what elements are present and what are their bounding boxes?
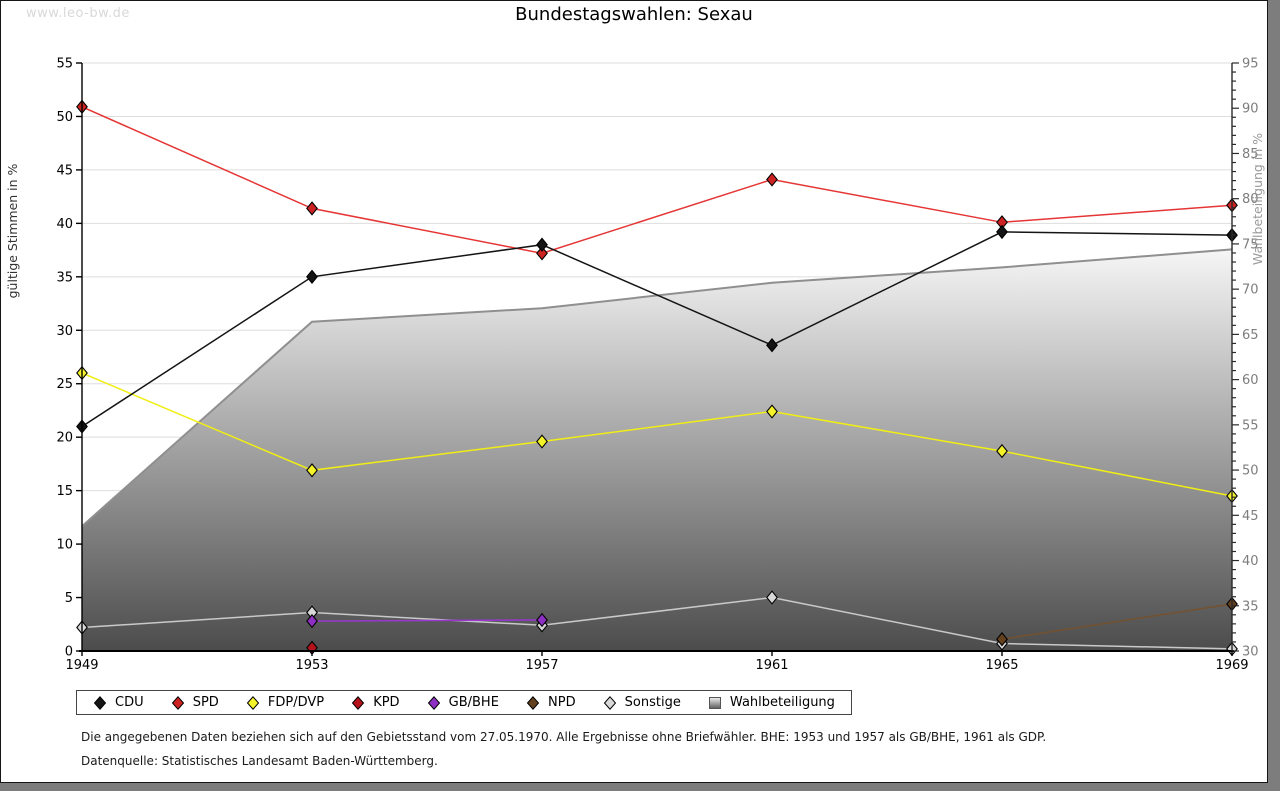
right-tick-label: 50 [1242, 464, 1259, 479]
footnote-gebietsstand: Die angegebenen Daten beziehen sich auf … [81, 730, 1047, 744]
legend-marker-npd-icon [526, 695, 540, 710]
data-point-gb-bhe [536, 612, 548, 628]
legend-marker-gb-bhe-icon [427, 695, 440, 710]
left-axis-title: gültige Stimmen in % [5, 163, 20, 298]
right-tick-label: 65 [1242, 328, 1259, 343]
axes: 0 5 10 15 20 25 30 35 40 45 50 55 30 35 40 45 50 55 60 65 70… [5, 57, 1265, 674]
data-point-cdu [536, 237, 548, 252]
left-tick-label: 25 [56, 377, 73, 392]
data-point-spd [536, 246, 548, 261]
legend-item-spd: SPD [171, 695, 219, 710]
legend-label-npd: NPD [548, 695, 576, 710]
series-gb-bhe [306, 612, 548, 629]
x-tick-label: 1969 [1215, 658, 1248, 673]
data-point-spd [766, 172, 778, 187]
legend-marker-fdp-dvp-icon [246, 695, 260, 710]
page-title: Bundestagswahlen: Sexau [515, 4, 753, 25]
right-tick-label: 55 [1242, 418, 1259, 433]
left-tick-label: 55 [56, 57, 73, 72]
left-tick-label: 5 [65, 591, 73, 606]
right-axis-title: Wahlbeteiligung in % [1250, 133, 1265, 265]
right-tick-label: 40 [1242, 554, 1259, 569]
legend-label-fdp-dvp: FDP/DVP [267, 695, 325, 710]
x-tick-label: 1953 [295, 658, 328, 673]
series-cdu [76, 224, 1238, 434]
legend-marker-cdu-icon [93, 695, 107, 710]
legend-label-sonstige: Sonstige [624, 695, 681, 710]
right-tick-label: 30 [1242, 645, 1259, 660]
legend-label-spd: SPD [192, 695, 219, 710]
legend-item-npd: NPD [526, 695, 576, 710]
legend-marker-kpd-icon [352, 695, 365, 710]
left-tick-label: 10 [56, 538, 73, 553]
left-tick-label: 40 [56, 217, 73, 232]
x-tick-label: 1961 [755, 658, 788, 673]
watermark: www.leo-bw.de [26, 6, 130, 21]
right-tick-label: 90 [1242, 102, 1259, 117]
legend-label-kpd: KPD [373, 695, 400, 710]
legend-item-sonstige: Sonstige [603, 695, 681, 710]
legend-marker-wahlbeteiligung-icon [708, 696, 721, 709]
footnote-datenquelle: Datenquelle: Statistisches Landesamt Bad… [81, 754, 438, 768]
legend-label-wahlbeteiligung: Wahlbeteiligung [729, 695, 835, 710]
left-tick-label: 35 [56, 270, 73, 285]
series-spd [76, 99, 1238, 261]
data-point-fdp-dvp [996, 443, 1008, 459]
data-point-fdp-dvp [536, 434, 548, 449]
legend-label-gb-bhe: GB/BHE [448, 695, 499, 710]
area-fill [82, 249, 1232, 651]
legend-item-wahlbeteiligung: Wahlbeteiligung [708, 695, 835, 710]
x-tick-label: 1949 [65, 658, 98, 673]
legend-marker-sonstige-icon [603, 695, 616, 710]
right-tick-label: 70 [1242, 283, 1259, 298]
left-tick-label: 15 [56, 484, 73, 499]
left-tick-label: 45 [56, 163, 73, 178]
data-point-cdu [996, 224, 1008, 240]
x-tick-label: 1965 [985, 658, 1018, 673]
legend-label-cdu: CDU [115, 695, 144, 710]
right-tick-label: 75 [1242, 237, 1259, 252]
series-lines [76, 99, 1238, 657]
legend-item-fdp-dvp: FDP/DVP [246, 695, 324, 710]
left-tick-label: 0 [65, 645, 73, 660]
legend-item-gb-bhe: GB/BHE [427, 695, 499, 710]
right-tick-label: 85 [1242, 147, 1259, 162]
right-tick-label: 80 [1242, 192, 1259, 207]
legend: CDU SPD FDP/DVP KPD GB/BHE NPD Sonstige Wahlbet… [76, 690, 852, 715]
data-point-npd [996, 632, 1008, 647]
left-tick-label: 20 [56, 431, 73, 446]
data-point-gb-bhe [306, 613, 318, 629]
data-point-cdu [306, 269, 318, 284]
x-tick-label: 1957 [525, 658, 558, 673]
wahlbeteiligung-area [81, 248, 1233, 651]
legend-marker-spd-icon [171, 695, 184, 710]
right-tick-label: 45 [1242, 509, 1259, 524]
data-point-sonstige [766, 590, 778, 605]
data-point-fdp-dvp [306, 463, 318, 478]
data-point-spd [306, 201, 318, 216]
right-tick-label: 60 [1242, 373, 1259, 388]
left-tick-label: 30 [56, 324, 73, 339]
data-point-fdp-dvp [766, 404, 778, 419]
right-tick-label: 95 [1242, 57, 1259, 72]
right-tick-label: 35 [1242, 599, 1259, 614]
legend-item-cdu: CDU [93, 695, 144, 710]
series-fdp-dvp [76, 365, 1238, 504]
left-tick-label: 50 [56, 110, 73, 125]
data-point-cdu [766, 338, 778, 353]
legend-item-kpd: KPD [351, 695, 400, 710]
